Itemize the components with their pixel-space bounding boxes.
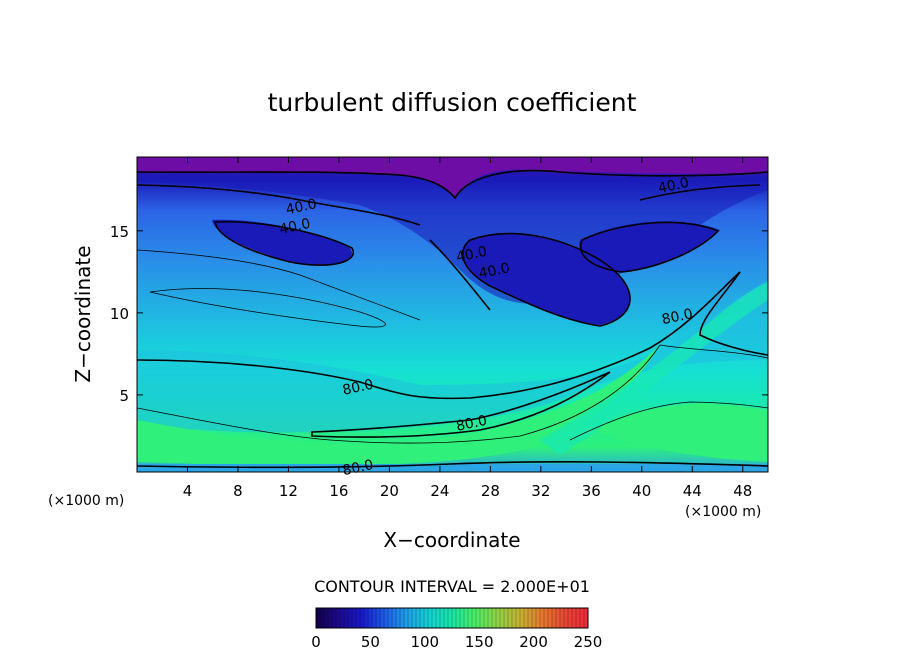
- contour-line: [137, 184, 421, 226]
- colorbar-tick-label: 200: [519, 633, 548, 651]
- colorbar-tick-label: 0: [311, 633, 321, 651]
- colorbar-tick-labels: 0 50 100 150 200 250: [311, 633, 602, 651]
- x-tick-label: 40: [632, 482, 651, 500]
- contour-line: [569, 401, 768, 441]
- x-tick-label: 44: [683, 482, 702, 500]
- contour-line: [659, 344, 768, 359]
- colorbar-gradient: [316, 608, 588, 628]
- contour-line: [580, 221, 720, 273]
- colorbar-tick-label: 250: [574, 633, 603, 651]
- contour-label: 80.0: [455, 413, 489, 435]
- x-tick-label: 24: [430, 482, 449, 500]
- y-tick-label: 15: [110, 223, 129, 241]
- region-dark-blob-left: [212, 219, 352, 266]
- contour-lines: [137, 169, 768, 469]
- contour-line: [137, 249, 421, 321]
- x-tick-label: 36: [582, 482, 601, 500]
- contour-line: [137, 461, 768, 469]
- colorbar-frame: [315, 607, 589, 629]
- contour-label: 80.0: [341, 457, 375, 479]
- contour-line: [149, 288, 386, 328]
- x-axis-ticks: 4 8 12 16 20 24 28 32 36 40 44 48: [183, 157, 752, 500]
- colorbar: 0 50 100 150 200 250: [311, 607, 602, 651]
- x-tick-label: 20: [380, 482, 399, 500]
- x-tick-label: 48: [733, 482, 752, 500]
- contour-line: [429, 239, 491, 311]
- y-axis-label: Z−coordinate: [71, 245, 95, 382]
- colorbar-tick-label: 100: [410, 633, 439, 651]
- colorbar-tick-label: 50: [361, 633, 380, 651]
- x-tick-label: 16: [329, 482, 348, 500]
- x-unit-right: (×1000 m): [685, 504, 761, 520]
- x-tick-label: 12: [279, 482, 298, 500]
- region-bottom-strip: [137, 464, 768, 472]
- x-unit-left: (×1000 m): [48, 493, 124, 509]
- contour-line: [214, 220, 355, 266]
- contour-interval-label: CONTOUR INTERVAL = 2.000E+01: [314, 577, 590, 596]
- y-axis-ticks: 5 10 15: [110, 223, 768, 405]
- region-light-band: [137, 280, 768, 433]
- contour-label: 40.0: [657, 175, 691, 197]
- contour-line: [137, 344, 661, 444]
- contour-labels: 40.040.040.040.040.080.080.080.080.0: [278, 175, 694, 479]
- contour-label: 40.0: [278, 216, 312, 238]
- contour-label: 80.0: [341, 377, 375, 399]
- colorbar-stripes: [319, 608, 585, 628]
- colorbar-tick-label: 150: [465, 633, 494, 651]
- contour-label: 80.0: [660, 306, 694, 328]
- y-tick-label: 10: [110, 305, 129, 323]
- contour-line: [311, 371, 611, 438]
- region-dark-blob-right: [579, 221, 720, 272]
- contour-label: 40.0: [284, 196, 318, 218]
- region-green-wedge-left: [137, 345, 660, 466]
- x-axis-label: X−coordinate: [383, 528, 520, 552]
- x-tick-label: 32: [531, 482, 550, 500]
- contour-line: [461, 232, 631, 327]
- x-tick-label: 8: [233, 482, 243, 500]
- contour-label: 40.0: [477, 260, 511, 282]
- contour-line: [137, 169, 768, 200]
- contour-line: [137, 271, 768, 400]
- contour-label: 40.0: [455, 244, 489, 266]
- contour-line: [639, 184, 761, 201]
- region-aqua-bridge: [540, 282, 768, 455]
- x-tick-label: 28: [481, 482, 500, 500]
- region-green-wedge-right: [590, 403, 768, 462]
- x-tick-label: 4: [183, 482, 193, 500]
- diffusion-field: [137, 157, 768, 472]
- region-top-purple: [137, 157, 768, 200]
- chart-title: turbulent diffusion coefficient: [268, 88, 637, 117]
- plot-frame: [136, 156, 769, 473]
- y-tick-label: 5: [119, 387, 129, 405]
